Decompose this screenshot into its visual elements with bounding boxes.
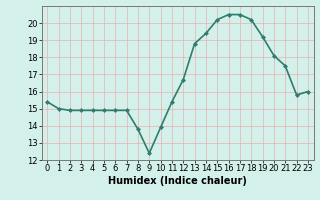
X-axis label: Humidex (Indice chaleur): Humidex (Indice chaleur) [108, 176, 247, 186]
